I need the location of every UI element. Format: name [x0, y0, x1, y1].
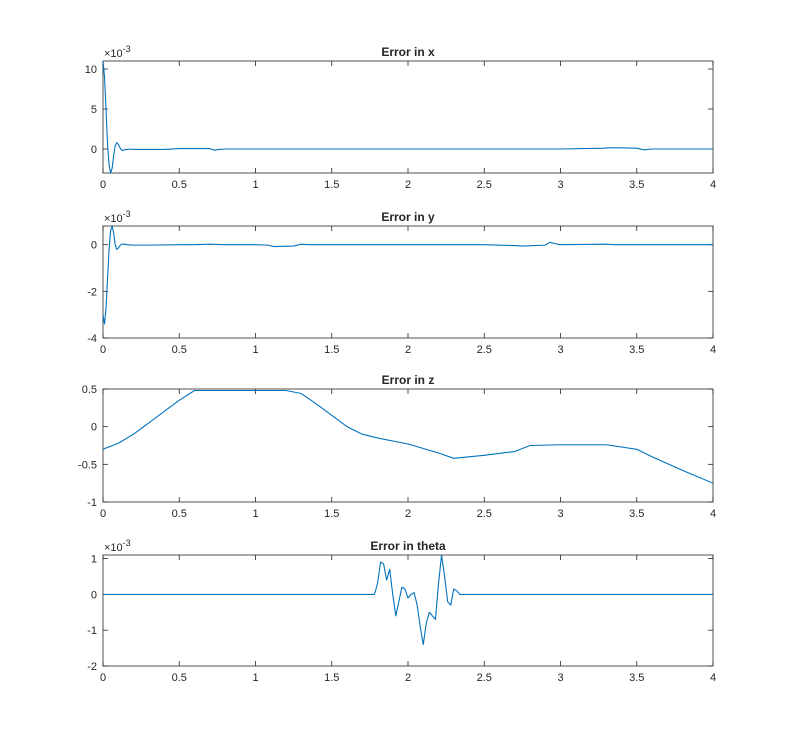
subplot-1: 0 0.5 1 1.5 2 2.5 3 3.5 4 0 5 10 ×10-3 Error in x [85, 44, 716, 191]
axes-box [102, 554, 714, 667]
y-exponent-label: ×10-3 [104, 538, 131, 554]
x-tick-label: 3 [557, 344, 563, 356]
y-tick-label: 10 [85, 64, 97, 76]
subplot-title: Error in z [382, 373, 435, 387]
y-exponent-base: ×10 [104, 48, 123, 60]
y-exponent-power: -3 [123, 44, 131, 54]
axes-box [102, 388, 714, 503]
x-tick-label: 0 [100, 179, 106, 191]
y-exponent-base: ×10 [104, 542, 123, 554]
x-tick-label: 4 [710, 508, 716, 520]
y-exponent-label: ×10-3 [104, 44, 131, 60]
x-tick-label: 0.5 [172, 672, 187, 684]
x-tick-label: 2.5 [477, 672, 492, 684]
x-tick-label: 3.5 [629, 179, 644, 191]
y-exponent-power: -3 [123, 538, 131, 548]
subplot-title: Error in y [381, 210, 435, 224]
x-tick-label: 1 [252, 179, 258, 191]
y-tick-label: -4 [87, 333, 97, 345]
y-tick-label: 0.5 [82, 384, 97, 396]
x-tick-label: 1.5 [324, 672, 339, 684]
x-tick-label: 1.5 [324, 344, 339, 356]
y-tick-label: -2 [87, 286, 97, 298]
x-tick-label: 0 [100, 508, 106, 520]
x-tick-label: 4 [710, 672, 716, 684]
subplot-title: Error in theta [370, 539, 446, 553]
x-tick-label: 2 [405, 179, 411, 191]
subplot-title: Error in x [381, 45, 435, 59]
x-tick-label: 1.5 [324, 179, 339, 191]
x-tick-label: 4 [710, 179, 716, 191]
y-tick-label: 1 [91, 554, 97, 566]
x-tick-label: 2.5 [477, 508, 492, 520]
x-tick-label: 0 [100, 672, 106, 684]
y-tick-label: 0 [91, 422, 97, 434]
x-tick-label: 2.5 [477, 344, 492, 356]
x-tick-label: 2 [405, 344, 411, 356]
subplot-3: 0 0.5 1 1.5 2 2.5 3 3.5 4 -1 -0.5 0 0.5 Error in z [78, 373, 716, 520]
x-tick-label: 3 [557, 179, 563, 191]
x-tick-label: 3 [557, 508, 563, 520]
x-tick-label: 4 [710, 344, 716, 356]
x-tick-label: 1 [252, 672, 258, 684]
series-line [103, 389, 713, 484]
y-tick-label: 0 [91, 240, 97, 252]
y-tick-label: 5 [91, 104, 97, 116]
x-tick-label: 0 [100, 344, 106, 356]
x-tick-label: 3.5 [629, 508, 644, 520]
y-exponent-label: ×10-3 [104, 209, 131, 225]
x-tick-label: 3.5 [629, 672, 644, 684]
axes-box [102, 60, 714, 174]
x-tick-label: 3 [557, 672, 563, 684]
series-line [103, 555, 713, 646]
y-exponent-power: -3 [123, 209, 131, 219]
subplot-2: 0 0.5 1 1.5 2 2.5 3 3.5 4 -4 -2 0 ×10-3 Error in y [87, 209, 716, 356]
x-tick-label: 2.5 [477, 179, 492, 191]
x-tick-label: 0.5 [172, 344, 187, 356]
y-exponent-base: ×10 [104, 213, 123, 225]
y-tick-label: -1 [87, 625, 97, 637]
y-tick-label: 0 [91, 144, 97, 156]
series-line [103, 226, 713, 325]
x-tick-label: 2 [405, 508, 411, 520]
axes-box [102, 225, 714, 339]
x-tick-label: 2 [405, 672, 411, 684]
subplot-4: 0 0.5 1 1.5 2 2.5 3 3.5 4 -2 -1 0 1 ×10-3 Error in the… [87, 538, 716, 684]
y-tick-label: 0 [91, 589, 97, 601]
y-tick-label: -1 [87, 497, 97, 509]
series-line [103, 61, 713, 173]
x-tick-label: 0.5 [172, 179, 187, 191]
y-tick-label: -2 [87, 661, 97, 673]
y-tick-label: -0.5 [78, 459, 97, 471]
x-tick-label: 1 [252, 508, 258, 520]
x-tick-label: 1 [252, 344, 258, 356]
x-tick-label: 0.5 [172, 508, 187, 520]
x-tick-label: 3.5 [629, 344, 644, 356]
x-tick-label: 1.5 [324, 508, 339, 520]
